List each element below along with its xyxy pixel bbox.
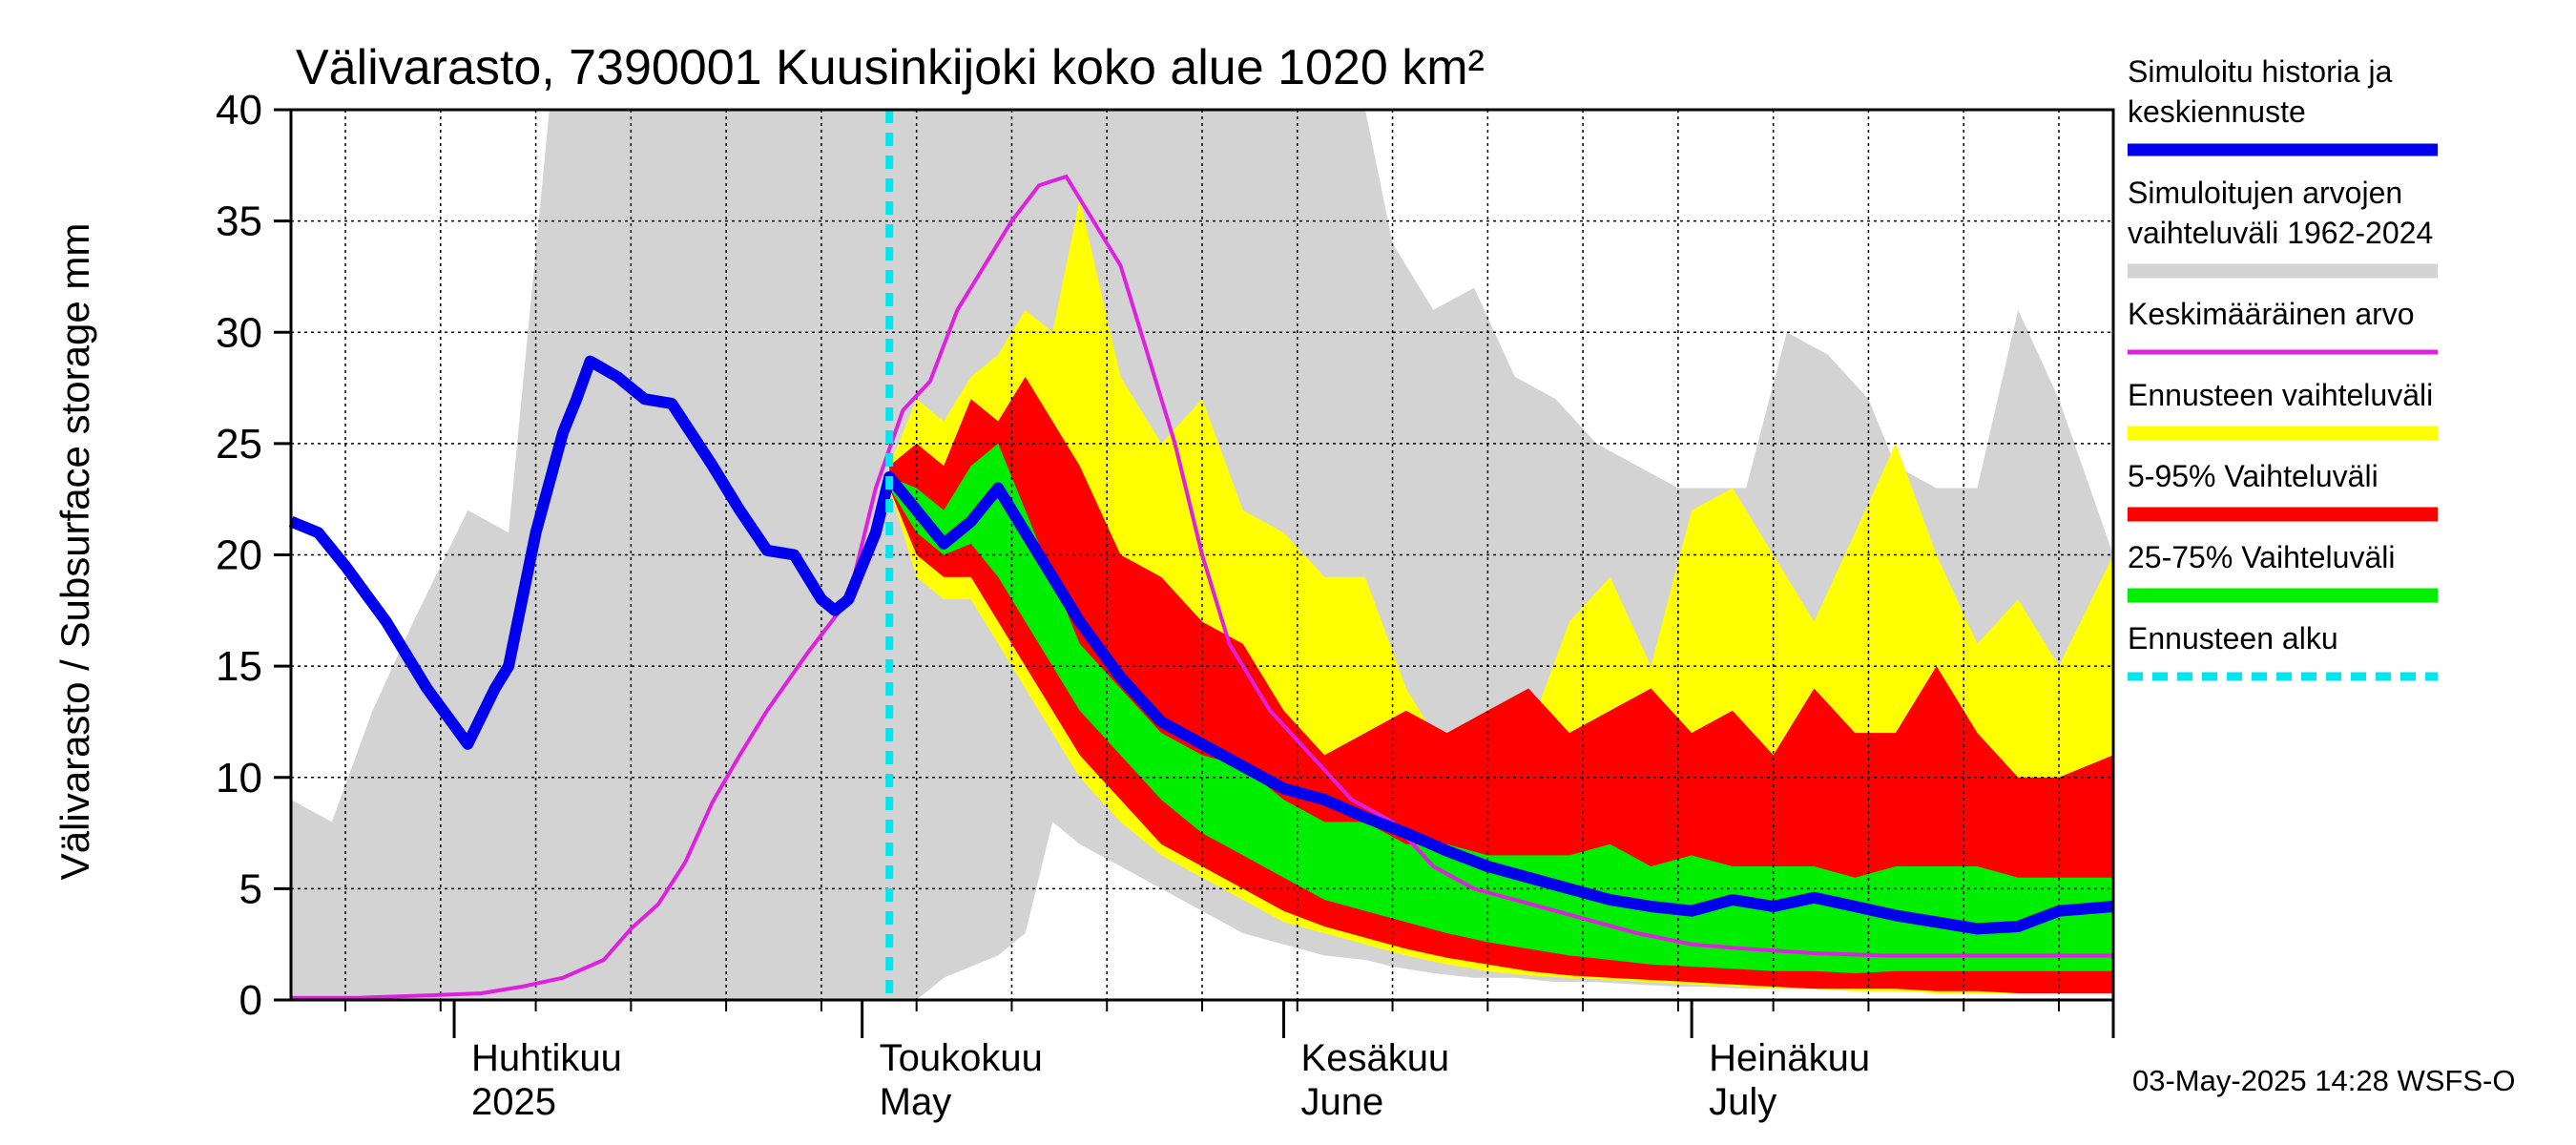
chart-title: Välivarasto, 7390001 Kuusinkijoki koko a… xyxy=(296,40,1485,95)
x-month-label-en: May xyxy=(880,1081,952,1123)
grid xyxy=(291,110,2113,1000)
legend-label: Ennusteen vaihteluväli xyxy=(2128,378,2433,412)
median-polyline xyxy=(288,355,2114,935)
y-tick-label: 20 xyxy=(216,532,262,579)
y-tick-label: 10 xyxy=(216,755,262,802)
mean-polyline xyxy=(291,174,2113,1000)
mean-line xyxy=(291,174,2113,1000)
legend-label: vaihteluväli 1962-2024 xyxy=(2128,216,2433,250)
plot-area xyxy=(288,108,2115,1002)
legend-label: keskiennuste xyxy=(2128,94,2306,129)
x-month-label-fi: Heinäkuu xyxy=(1709,1037,1870,1079)
legend-label: 25-75% Vaihteluväli xyxy=(2128,540,2395,574)
median-line xyxy=(288,355,2114,935)
x-month-label-fi: Kesäkuu xyxy=(1301,1037,1450,1079)
y-axis-label: Välivarasto / Subsurface storage mm xyxy=(52,223,97,881)
legend-label: Keskimääräinen arvo xyxy=(2128,297,2415,331)
x-month-label-fi: Toukokuu xyxy=(880,1037,1043,1079)
legend-label: 5-95% Vaihteluväli xyxy=(2128,459,2379,493)
x-month-label-en: 2025 xyxy=(471,1081,556,1123)
p5-95-band xyxy=(889,376,2114,993)
y-tick-label: 0 xyxy=(239,977,262,1024)
y-tick-label: 25 xyxy=(216,421,262,468)
legend-label: Simuloitu historia ja xyxy=(2128,54,2393,89)
p5-95-area xyxy=(889,376,2114,993)
x-month-label-fi: Huhtikuu xyxy=(471,1037,622,1079)
timestamp-footer: 03-May-2025 14:28 WSFS-O xyxy=(2132,1064,2515,1097)
x-month-label-en: July xyxy=(1709,1081,1776,1123)
legend-label: Ennusteen alku xyxy=(2128,621,2338,656)
y-tick-label: 5 xyxy=(239,865,262,912)
legend-label: Simuloitujen arvojen xyxy=(2128,176,2402,210)
y-tick-label: 30 xyxy=(216,309,262,356)
y-tick-label: 40 xyxy=(216,87,262,134)
y-tick-label: 35 xyxy=(216,198,262,245)
legend: Simuloitu historia ja keskiennuste Simuloi… xyxy=(2128,54,2438,681)
y-tick-label: 15 xyxy=(216,643,262,690)
y-axis: 0 5 10 15 20 25 30 35 40 xyxy=(216,87,291,1024)
x-month-label-en: June xyxy=(1301,1081,1384,1123)
